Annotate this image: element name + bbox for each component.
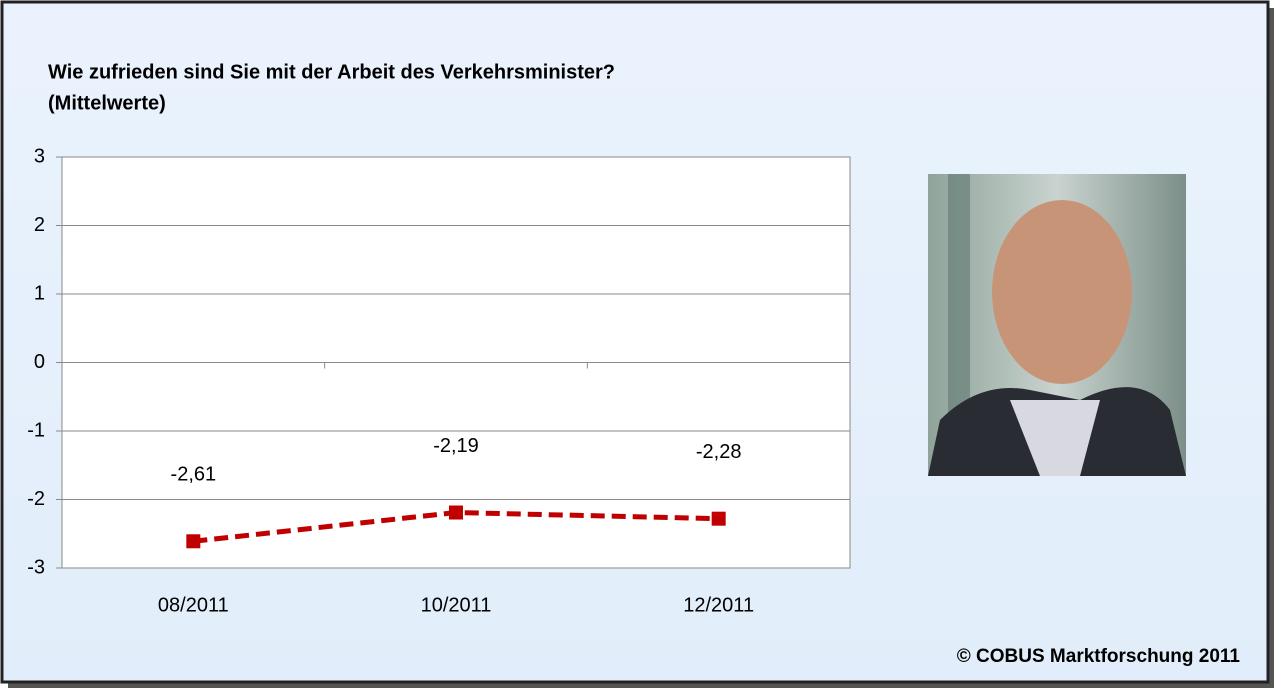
y-tick-label: -1 <box>27 419 45 441</box>
x-tick-label: 10/2011 <box>421 594 492 616</box>
y-tick-label: 3 <box>34 145 45 167</box>
y-tick-label: -3 <box>27 556 45 578</box>
data-marker <box>186 534 200 548</box>
chart-title: Wie zufrieden sind Sie mit der Arbeit de… <box>48 61 615 83</box>
x-tick-label: 08/2011 <box>158 594 229 616</box>
page: {"chart_data": { "type": "line", "title"… <box>0 0 1279 692</box>
data-label: -2,61 <box>171 464 217 486</box>
y-tick-label: 1 <box>34 282 45 304</box>
y-tick-label: 0 <box>34 351 45 373</box>
copyright: © COBUS Marktforschung 2011 <box>957 646 1241 667</box>
y-tick-label: -2 <box>27 488 45 510</box>
chart: Wie zufrieden sind Sie mit der Arbeit de… <box>0 0 1279 692</box>
data-label: -2,19 <box>433 435 479 457</box>
data-marker <box>712 512 726 526</box>
chart-subtitle: (Mittelwerte) <box>48 92 166 114</box>
data-label: -2,28 <box>696 441 742 463</box>
data-marker <box>449 506 463 520</box>
photo-face <box>992 200 1132 384</box>
x-tick-label: 12/2011 <box>683 594 754 616</box>
photo <box>928 174 1186 476</box>
y-tick-label: 2 <box>34 214 45 236</box>
